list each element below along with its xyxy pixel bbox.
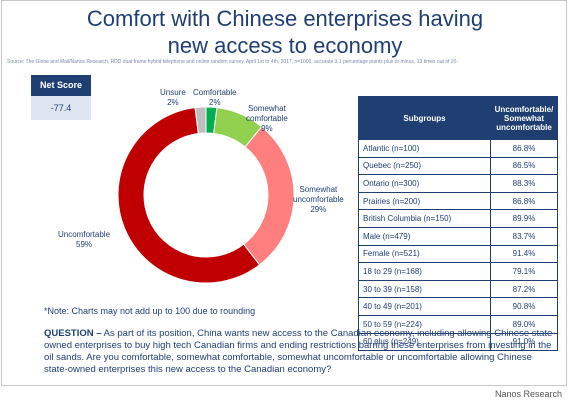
table-row: 60 plus (n=249) 91.0% [358, 332, 558, 352]
slice-uncomfortable [117, 107, 261, 284]
row-group: 30 to 39 (n=158) [358, 279, 491, 299]
table-row: British Columbia (n=150) 89.9% [358, 209, 558, 228]
net-score-value: -77.4 [31, 96, 91, 120]
question-text: QUESTION – As part of its position, Chin… [44, 328, 558, 376]
question-body: As part of its position, China wants new… [44, 328, 556, 375]
donut-chart [117, 106, 295, 284]
row-group: Quebec (n=250) [358, 156, 491, 176]
table-row: Ontario (n=300) 88.3% [358, 174, 558, 193]
table-row: Male (n=479) 83.7% [358, 226, 558, 246]
table-header-row: Subgroups Uncomfortable/ Somewhat uncomf… [358, 96, 558, 140]
label-unsure: Unsure 2% [160, 88, 186, 107]
chart-title: Comfort with Chinese enterprises having … [0, 5, 570, 59]
row-group: 18 to 29 (n=168) [358, 262, 491, 281]
rounding-note: *Note: Charts may not add up to 100 due … [44, 306, 256, 316]
row-group: Female (n=521) [358, 244, 491, 264]
table-row: 18 to 29 (n=168) 79.1% [358, 262, 558, 281]
credit-text: Nanos Research [494, 389, 562, 399]
subgroups-table: Subgroups Uncomfortable/ Somewhat uncomf… [358, 96, 558, 352]
row-value: 89.9% [490, 209, 558, 228]
table-row: Quebec (n=250) 86.5% [358, 156, 558, 176]
row-group: British Columbia (n=150) [358, 209, 491, 228]
row-value: 88.3% [490, 174, 558, 193]
row-value: 91.0% [490, 332, 558, 352]
table-row: Prairies (n=200) 86.8% [358, 191, 558, 211]
row-value: 91.4% [490, 244, 558, 264]
question-label: QUESTION – [44, 328, 102, 339]
label-uncomfortable: Uncomfortable 59% [58, 230, 111, 249]
row-value: 87.2% [490, 279, 558, 299]
row-value: 79.1% [490, 262, 558, 281]
row-value: 86.8% [490, 139, 558, 158]
header-subgroups: Subgroups [358, 96, 491, 140]
row-group: Male (n=479) [358, 226, 491, 246]
row-value: 83.7% [490, 226, 558, 246]
row-group: Atlantic (n=100) [358, 139, 491, 158]
row-group: Ontario (n=300) [358, 174, 491, 193]
header-uncomfortable: Uncomfortable/ Somewhat uncomfortable [490, 96, 558, 140]
net-score-label: Net Score [31, 75, 91, 96]
label-comfortable: Comfortable 2% [193, 88, 237, 107]
table-row: 30 to 39 (n=158) 87.2% [358, 279, 558, 299]
table-row: Female (n=521) 91.4% [358, 244, 558, 264]
row-value: 86.5% [490, 156, 558, 176]
row-value: 90.8% [490, 297, 558, 316]
title-line-2: new access to economy [167, 33, 403, 58]
table-row: 40 to 49 (n=201) 90.8% [358, 297, 558, 316]
label-somewhat-comfortable: Somewhat comfortable 9% [246, 104, 288, 133]
row-group: Prairies (n=200) [358, 191, 491, 211]
label-somewhat-uncomfortable: Somewhat uncomfortable 29% [293, 185, 344, 214]
slice-unsure [194, 106, 207, 135]
source-note: Source: The Globe and Mail/Nanos Researc… [7, 59, 458, 65]
table-row: Atlantic (n=100) 86.8% [358, 139, 558, 158]
row-group: 40 to 49 (n=201) [358, 297, 491, 316]
title-line-1: Comfort with Chinese enterprises having [86, 6, 484, 31]
row-group: 60 plus (n=249) [358, 332, 491, 352]
slice-somewhat-uncomfortable [242, 126, 295, 266]
row-value: 86.8% [490, 191, 558, 211]
